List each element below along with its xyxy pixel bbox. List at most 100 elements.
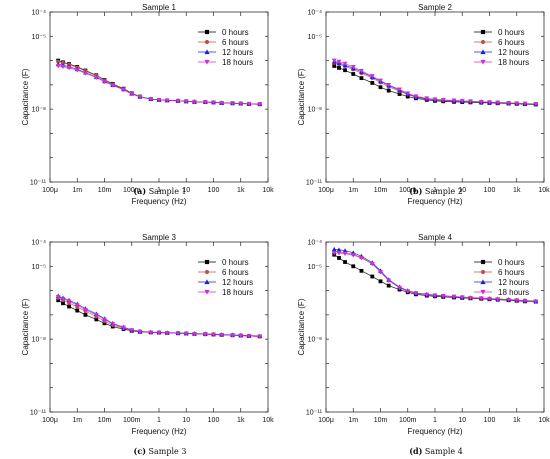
data-point	[148, 330, 154, 335]
y-tick-label: 10⁻⁵	[32, 34, 46, 41]
data-point	[137, 329, 143, 334]
data-point	[514, 298, 520, 303]
data-point	[351, 264, 356, 269]
caption-label: (b)	[409, 186, 422, 196]
chart-panel-4: Sample 4 100μ 1m 10m 100m 1 10 100 1k 10k 10⁻¹¹ 10⁻…	[297, 233, 550, 436]
data-point	[75, 308, 80, 313]
data-point	[397, 87, 402, 92]
x-tick-label: 10m	[374, 187, 388, 194]
data-point	[459, 98, 465, 104]
data-point	[432, 293, 438, 298]
data-point	[336, 247, 342, 252]
y-tick-label: 10⁻¹¹	[30, 180, 47, 187]
data-point	[66, 299, 72, 304]
panel-caption: (b) Sample 2	[409, 186, 463, 196]
data-point	[336, 251, 342, 256]
x-tick-label: 1m	[348, 417, 358, 424]
chart-panel-3: Sample 3 100μ 1m 10m 100m 1 10 100 1k 10k 10⁻¹¹ 10⁻…	[21, 233, 274, 436]
data-point	[413, 94, 419, 99]
data-point	[204, 49, 210, 55]
y-tick-label: 10⁻⁸	[32, 337, 46, 344]
data-point	[175, 331, 181, 336]
data-point	[331, 246, 337, 252]
data-point	[102, 79, 107, 85]
y-tick-label: 10⁻⁸	[32, 107, 46, 114]
data-point	[480, 289, 486, 295]
data-point	[60, 64, 66, 70]
data-point	[480, 269, 486, 275]
data-point	[432, 97, 438, 102]
data-point	[359, 268, 364, 273]
legend-label: 18 hours	[498, 288, 529, 297]
data-point	[238, 333, 244, 338]
data-point	[343, 68, 347, 73]
data-point	[359, 256, 364, 261]
data-point	[405, 94, 410, 99]
data-point	[230, 333, 235, 338]
chart-panel-2: Sample 2 100μ 1m 10m 100m 1 10 100 1k 10k 10⁻¹¹ 10⁻…	[297, 3, 550, 206]
x-tick-label: 10m	[98, 417, 112, 424]
x-tick-label: 10k	[538, 187, 550, 194]
data-point	[533, 101, 539, 107]
legend-label: 18 hours	[222, 58, 253, 67]
data-point	[93, 312, 99, 318]
data-point	[350, 253, 356, 258]
x-tick-label: 1m	[348, 187, 358, 194]
x-tick-label: 1k	[237, 187, 245, 194]
data-point	[480, 259, 486, 265]
legend-label: 0 hours	[222, 28, 249, 37]
data-point	[386, 283, 391, 288]
data-point	[506, 297, 511, 303]
data-point	[66, 65, 72, 71]
data-point	[459, 295, 465, 300]
y-tick-label: 10⁻⁸	[308, 337, 322, 344]
data-point	[55, 294, 61, 300]
panel-caption: (d) Sample 4	[409, 446, 463, 456]
chart-title: Sample 4	[418, 233, 452, 242]
data-point	[156, 330, 162, 336]
data-point	[83, 312, 88, 317]
y-tick-label: 10⁻¹¹	[30, 410, 47, 417]
data-point	[359, 76, 364, 80]
data-point	[110, 322, 116, 327]
data-point	[405, 289, 411, 294]
data-point	[164, 331, 170, 336]
legend-label: 12 hours	[498, 278, 529, 287]
legend-label: 0 hours	[498, 28, 525, 37]
chart-panel-1: Sample 1 100μ 1m 10m 100m 1 10 100 1k 10k 10⁻¹¹ 10⁻…	[21, 3, 274, 206]
data-point	[56, 298, 61, 303]
data-point	[148, 97, 154, 102]
x-tick-label: 1k	[513, 417, 521, 424]
data-point	[204, 289, 210, 295]
x-tick-label: 10k	[262, 187, 274, 194]
x-tick-label: 10	[458, 417, 466, 424]
data-point	[67, 304, 71, 309]
x-tick-label: 10k	[262, 417, 274, 424]
data-point	[137, 94, 143, 100]
data-point	[204, 259, 210, 265]
data-point	[480, 29, 486, 35]
data-point	[257, 102, 263, 107]
x-tick-label: 100	[484, 417, 496, 424]
data-point	[424, 292, 430, 298]
data-point	[397, 92, 402, 96]
data-point	[386, 278, 392, 283]
data-point	[386, 82, 392, 88]
x-axis-label: Frequency (Hz)	[131, 427, 186, 436]
caption-text: Sample 1	[146, 187, 186, 196]
data-point	[257, 334, 263, 339]
caption-text: Sample 2	[422, 187, 462, 196]
x-tick-label: 10k	[538, 417, 550, 424]
data-point	[342, 248, 348, 253]
data-point	[246, 334, 252, 339]
data-point	[183, 99, 189, 104]
data-point	[533, 299, 539, 304]
data-point	[378, 279, 383, 284]
x-tick-label: 100m	[123, 187, 141, 194]
legend-label: 0 hours	[498, 258, 525, 267]
caption-label: (d)	[409, 446, 422, 456]
x-tick-label: 1k	[513, 187, 521, 194]
data-point	[156, 98, 162, 103]
legend-label: 6 hours	[222, 268, 249, 277]
